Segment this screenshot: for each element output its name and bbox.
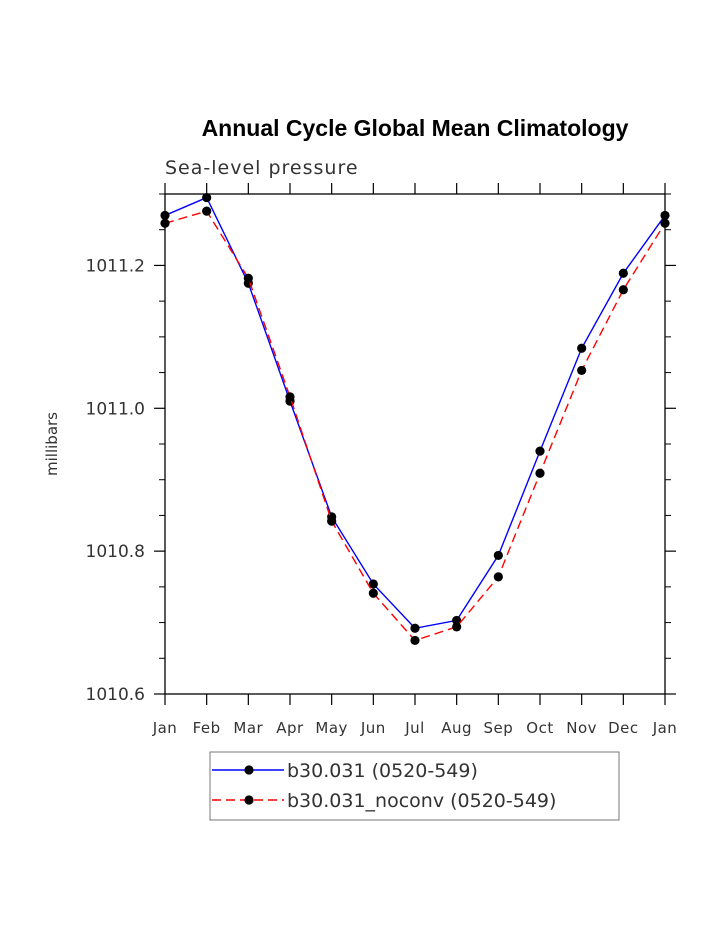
- y-tick-label: 1010.6: [86, 685, 145, 705]
- x-axis-ticks: Jan Feb Mar Apr May Jun Jul Aug Sep Oct Nov Dec Jan: [152, 183, 678, 737]
- data-point: [618, 268, 628, 278]
- x-tick-label: Sep: [483, 719, 513, 737]
- y-tick-label: 1010.8: [86, 542, 145, 562]
- y-axis-label: millibars: [43, 412, 61, 476]
- x-tick-label: Jun: [360, 719, 386, 737]
- x-tick-label: Oct: [526, 719, 553, 737]
- x-tick-label: Dec: [608, 719, 639, 737]
- data-point: [410, 635, 420, 646]
- x-tick-label: May: [315, 719, 348, 737]
- data-point: [285, 392, 295, 402]
- y-tick-label: 1011.2: [86, 256, 145, 276]
- legend-box: [209, 751, 620, 821]
- data-point: [535, 468, 545, 478]
- legend-marker: [244, 795, 254, 805]
- legend-label-1: b30.031 (0520-549): [287, 760, 478, 782]
- data-point: [493, 572, 503, 582]
- data-point: [160, 218, 170, 228]
- series-layer: [160, 192, 670, 646]
- data-point: [577, 365, 587, 376]
- data-point: [368, 588, 378, 598]
- data-point: [243, 273, 253, 283]
- legend-label-2: b30.031_noconv (0520-549): [287, 790, 556, 812]
- chart-subtitle: Sea-level pressure: [165, 157, 359, 179]
- x-tick-label: Mar: [233, 719, 263, 737]
- data-point: [368, 579, 378, 589]
- series-line-2: [164, 210, 666, 642]
- data-point: [202, 206, 212, 216]
- y-axis-ticks: 1010.6 1010.8 1011.0 1011.2: [86, 193, 676, 705]
- data-point: [618, 285, 628, 295]
- x-tick-label: Aug: [441, 719, 472, 737]
- x-tick-label: Apr: [276, 719, 304, 737]
- data-point: [202, 192, 212, 203]
- x-tick-label: Jan: [152, 719, 178, 737]
- data-point: [577, 343, 587, 353]
- chart-title: Annual Cycle Global Mean Climatology: [202, 115, 629, 141]
- data-point: [452, 622, 462, 632]
- legend-marker: [244, 765, 254, 775]
- series-line-1: [164, 196, 666, 630]
- x-tick-label: Nov: [566, 719, 597, 737]
- data-point: [660, 218, 670, 228]
- data-point: [493, 550, 503, 561]
- x-tick-label: Jul: [404, 719, 425, 737]
- data-point: [410, 623, 420, 633]
- x-tick-label: Jan: [652, 719, 678, 737]
- data-point: [160, 210, 170, 221]
- x-tick-label: Feb: [193, 719, 221, 737]
- data-point: [327, 516, 337, 526]
- data-point: [452, 615, 462, 626]
- data-point: [660, 210, 670, 221]
- data-point: [535, 446, 545, 456]
- legend: b30.031 (0520-549) b30.031_noconv (0520-5…: [209, 751, 620, 821]
- plot-frame: [164, 193, 666, 695]
- y-tick-label: 1011.0: [86, 399, 145, 419]
